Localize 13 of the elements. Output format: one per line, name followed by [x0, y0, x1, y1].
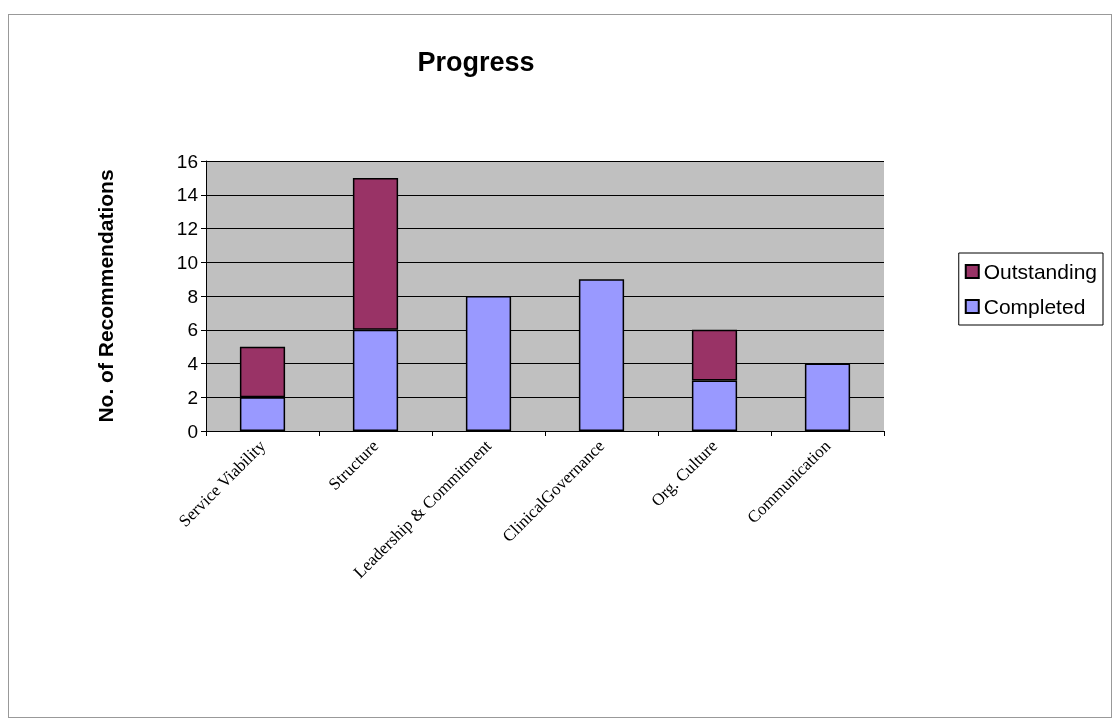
- y-tick-label: 8: [187, 285, 198, 307]
- y-tick-label: 14: [176, 184, 199, 206]
- y-tick-label: 12: [176, 218, 198, 239]
- y-tick-label: 0: [187, 420, 198, 442]
- y-tick-label: 10: [176, 251, 198, 273]
- y-axis-title: No. of Recommendations: [94, 169, 117, 423]
- y-tick-label: 4: [187, 353, 199, 374]
- y-tick-label: 2: [187, 386, 198, 408]
- chart-title: Progress: [417, 46, 535, 77]
- legend-label: Outstanding: [983, 260, 1098, 283]
- legend-label: Completed: [983, 295, 1086, 318]
- y-tick-label: 6: [187, 319, 198, 341]
- y-tick-label: 16: [176, 150, 198, 172]
